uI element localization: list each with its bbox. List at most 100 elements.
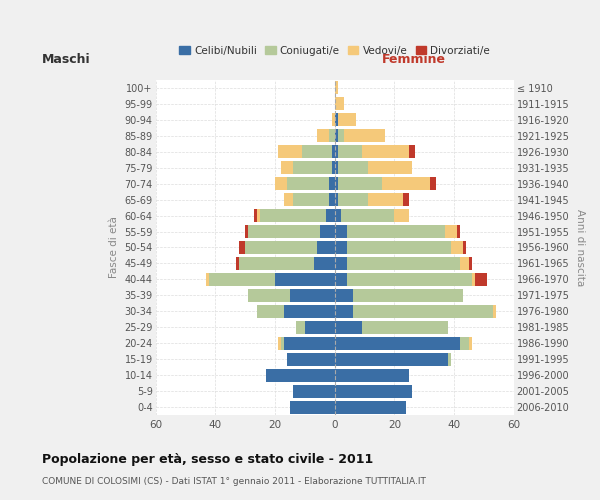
Bar [287, 177, 329, 190]
Bar [347, 241, 451, 254]
Bar [353, 289, 463, 302]
Bar [206, 273, 209, 286]
Bar [335, 289, 353, 302]
Bar [335, 384, 412, 398]
Bar [290, 289, 335, 302]
Bar [293, 161, 332, 174]
Bar [335, 273, 347, 286]
Bar [463, 241, 466, 254]
Bar [338, 161, 368, 174]
Bar [335, 209, 341, 222]
Bar [338, 193, 368, 206]
Bar [335, 113, 338, 126]
Bar [257, 209, 260, 222]
Bar [338, 177, 382, 190]
Bar [335, 241, 347, 254]
Bar [335, 321, 362, 334]
Bar [335, 145, 338, 158]
Bar [290, 400, 335, 413]
Bar [248, 225, 320, 238]
Bar [368, 193, 403, 206]
Bar [472, 273, 475, 286]
Bar [260, 209, 326, 222]
Bar [332, 161, 335, 174]
Bar [278, 145, 302, 158]
Bar [335, 193, 338, 206]
Bar [335, 129, 338, 142]
Bar [493, 305, 496, 318]
Bar [362, 145, 409, 158]
Bar [317, 129, 329, 142]
Bar [335, 225, 347, 238]
Bar [445, 225, 457, 238]
Bar [335, 368, 409, 382]
Bar [347, 225, 445, 238]
Text: Maschi: Maschi [41, 54, 91, 66]
Bar [335, 305, 353, 318]
Bar [457, 225, 460, 238]
Bar [236, 257, 239, 270]
Bar [335, 336, 460, 350]
Bar [257, 305, 284, 318]
Bar [314, 257, 335, 270]
Bar [293, 193, 329, 206]
Bar [332, 113, 335, 126]
Bar [460, 257, 469, 270]
Bar [275, 273, 335, 286]
Bar [341, 209, 394, 222]
Bar [278, 336, 281, 350]
Bar [469, 336, 472, 350]
Bar [329, 177, 335, 190]
Bar [409, 145, 415, 158]
Bar [254, 209, 257, 222]
Bar [335, 161, 338, 174]
Bar [335, 352, 448, 366]
Bar [329, 193, 335, 206]
Bar [451, 241, 463, 254]
Bar [344, 129, 385, 142]
Bar [326, 209, 335, 222]
Bar [475, 273, 487, 286]
Bar [338, 145, 362, 158]
Bar [239, 241, 245, 254]
Bar [335, 97, 344, 110]
Bar [209, 273, 275, 286]
Legend: Celibi/Nubili, Coniugati/e, Vedovi/e, Divorziati/e: Celibi/Nubili, Coniugati/e, Vedovi/e, Di… [175, 42, 494, 60]
Bar [284, 193, 293, 206]
Bar [394, 209, 409, 222]
Y-axis label: Fasce di età: Fasce di età [109, 216, 119, 278]
Bar [281, 336, 284, 350]
Bar [281, 161, 293, 174]
Bar [460, 336, 469, 350]
Bar [248, 289, 290, 302]
Bar [329, 129, 335, 142]
Bar [287, 352, 335, 366]
Bar [296, 321, 305, 334]
Bar [293, 384, 335, 398]
Bar [430, 177, 436, 190]
Bar [353, 305, 493, 318]
Bar [332, 145, 335, 158]
Bar [245, 241, 317, 254]
Bar [335, 177, 338, 190]
Bar [335, 82, 338, 94]
Y-axis label: Anni di nascita: Anni di nascita [575, 209, 585, 286]
Bar [403, 193, 409, 206]
Bar [245, 225, 248, 238]
Bar [347, 257, 460, 270]
Bar [368, 161, 412, 174]
Text: Femmine: Femmine [382, 54, 445, 66]
Bar [320, 225, 335, 238]
Bar [362, 321, 448, 334]
Bar [275, 177, 287, 190]
Text: Popolazione per età, sesso e stato civile - 2011: Popolazione per età, sesso e stato civil… [42, 452, 373, 466]
Bar [448, 352, 451, 366]
Bar [338, 113, 356, 126]
Bar [347, 273, 472, 286]
Bar [338, 129, 344, 142]
Bar [335, 257, 347, 270]
Bar [239, 257, 314, 270]
Text: COMUNE DI COLOSIMI (CS) - Dati ISTAT 1° gennaio 2011 - Elaborazione TUTTITALIA.I: COMUNE DI COLOSIMI (CS) - Dati ISTAT 1° … [42, 478, 426, 486]
Bar [305, 321, 335, 334]
Bar [469, 257, 472, 270]
